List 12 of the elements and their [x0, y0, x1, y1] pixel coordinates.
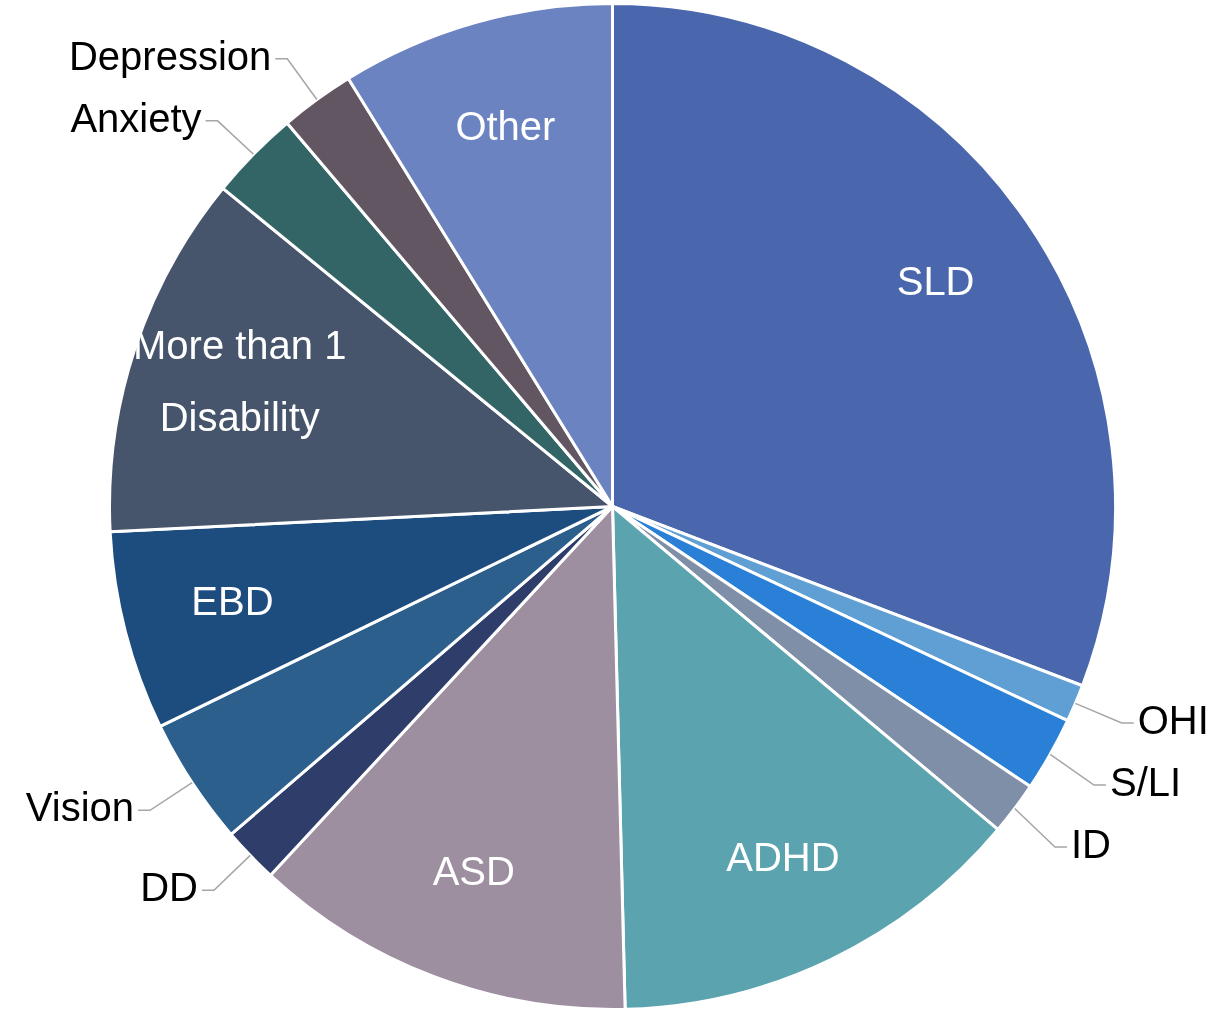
- slice-label: Depression: [68, 33, 272, 78]
- slice-label: Vision: [25, 785, 135, 830]
- slice-label: SLD: [896, 258, 975, 303]
- slice-label: EBD: [191, 579, 274, 624]
- slice-label: ADHD: [726, 834, 840, 879]
- slice-label: Anxiety: [70, 95, 202, 140]
- slice-label: Other: [455, 104, 556, 149]
- slice-label: OHI: [1137, 698, 1209, 743]
- slice-label: DD: [140, 865, 198, 910]
- slice-label: S/LI: [1109, 760, 1182, 805]
- slice-label: ID: [1070, 822, 1111, 867]
- slice-label: ASD: [432, 848, 515, 893]
